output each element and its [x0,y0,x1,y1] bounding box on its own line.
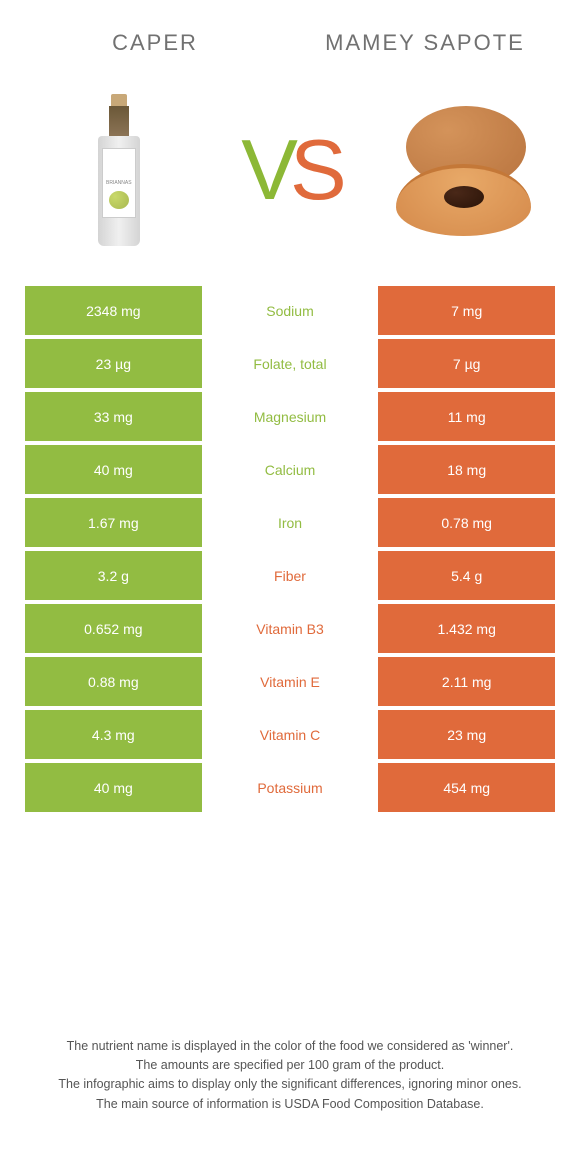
right-value: 454 mg [378,763,555,812]
right-value: 23 mg [378,710,555,759]
nutrient-label: Sodium [202,286,379,335]
right-value: 18 mg [378,445,555,494]
nutrient-label: Vitamin E [202,657,379,706]
footer-line: The infographic aims to display only the… [30,1075,550,1094]
nutrient-label: Vitamin B3 [202,604,379,653]
right-value: 5.4 g [378,551,555,600]
nutrient-label: Folate, total [202,339,379,388]
nutrient-label: Magnesium [202,392,379,441]
right-value: 1.432 mg [378,604,555,653]
right-value: 7 mg [378,286,555,335]
table-row: 33 mgMagnesium11 mg [25,392,555,441]
table-row: 1.67 mgIron0.78 mg [25,498,555,547]
left-value: 0.88 mg [25,657,202,706]
table-row: 4.3 mgVitamin C23 mg [25,710,555,759]
table-row: 40 mgCalcium18 mg [25,445,555,494]
right-value: 0.78 mg [378,498,555,547]
left-value: 0.652 mg [25,604,202,653]
table-row: 0.88 mgVitamin E2.11 mg [25,657,555,706]
footer-line: The amounts are specified per 100 gram o… [30,1056,550,1075]
left-value: 23 µg [25,339,202,388]
left-value: 40 mg [25,763,202,812]
right-food-title: Mamey Sapote [290,30,560,56]
footer-line: The nutrient name is displayed in the co… [30,1037,550,1056]
vs-v: V [241,123,290,218]
footer-line: The main source of information is USDA F… [30,1095,550,1114]
right-value: 7 µg [378,339,555,388]
right-value: 11 mg [378,392,555,441]
mamey-sapote-image [396,86,526,256]
nutrient-label: Potassium [202,763,379,812]
table-row: 2348 mgSodium7 mg [25,286,555,335]
left-value: 33 mg [25,392,202,441]
left-value: 2348 mg [25,286,202,335]
left-food-title: Caper [20,30,290,56]
vs-s: S [290,123,339,218]
left-value: 1.67 mg [25,498,202,547]
table-row: 40 mgPotassium454 mg [25,763,555,812]
table-row: 0.652 mgVitamin B31.432 mg [25,604,555,653]
right-value: 2.11 mg [378,657,555,706]
images-row: BRIANNAS VS [0,66,580,286]
nutrient-label: Vitamin C [202,710,379,759]
vs-label: VS [241,122,338,220]
left-value: 40 mg [25,445,202,494]
table-row: 3.2 gFiber5.4 g [25,551,555,600]
footer-notes: The nutrient name is displayed in the co… [30,1037,550,1115]
nutrient-table: 2348 mgSodium7 mg23 µgFolate, total7 µg3… [25,286,555,812]
left-value: 3.2 g [25,551,202,600]
nutrient-label: Fiber [202,551,379,600]
table-row: 23 µgFolate, total7 µg [25,339,555,388]
nutrient-label: Calcium [202,445,379,494]
caper-image: BRIANNAS [54,86,184,256]
nutrient-label: Iron [202,498,379,547]
left-value: 4.3 mg [25,710,202,759]
header: Caper Mamey Sapote [0,0,580,66]
